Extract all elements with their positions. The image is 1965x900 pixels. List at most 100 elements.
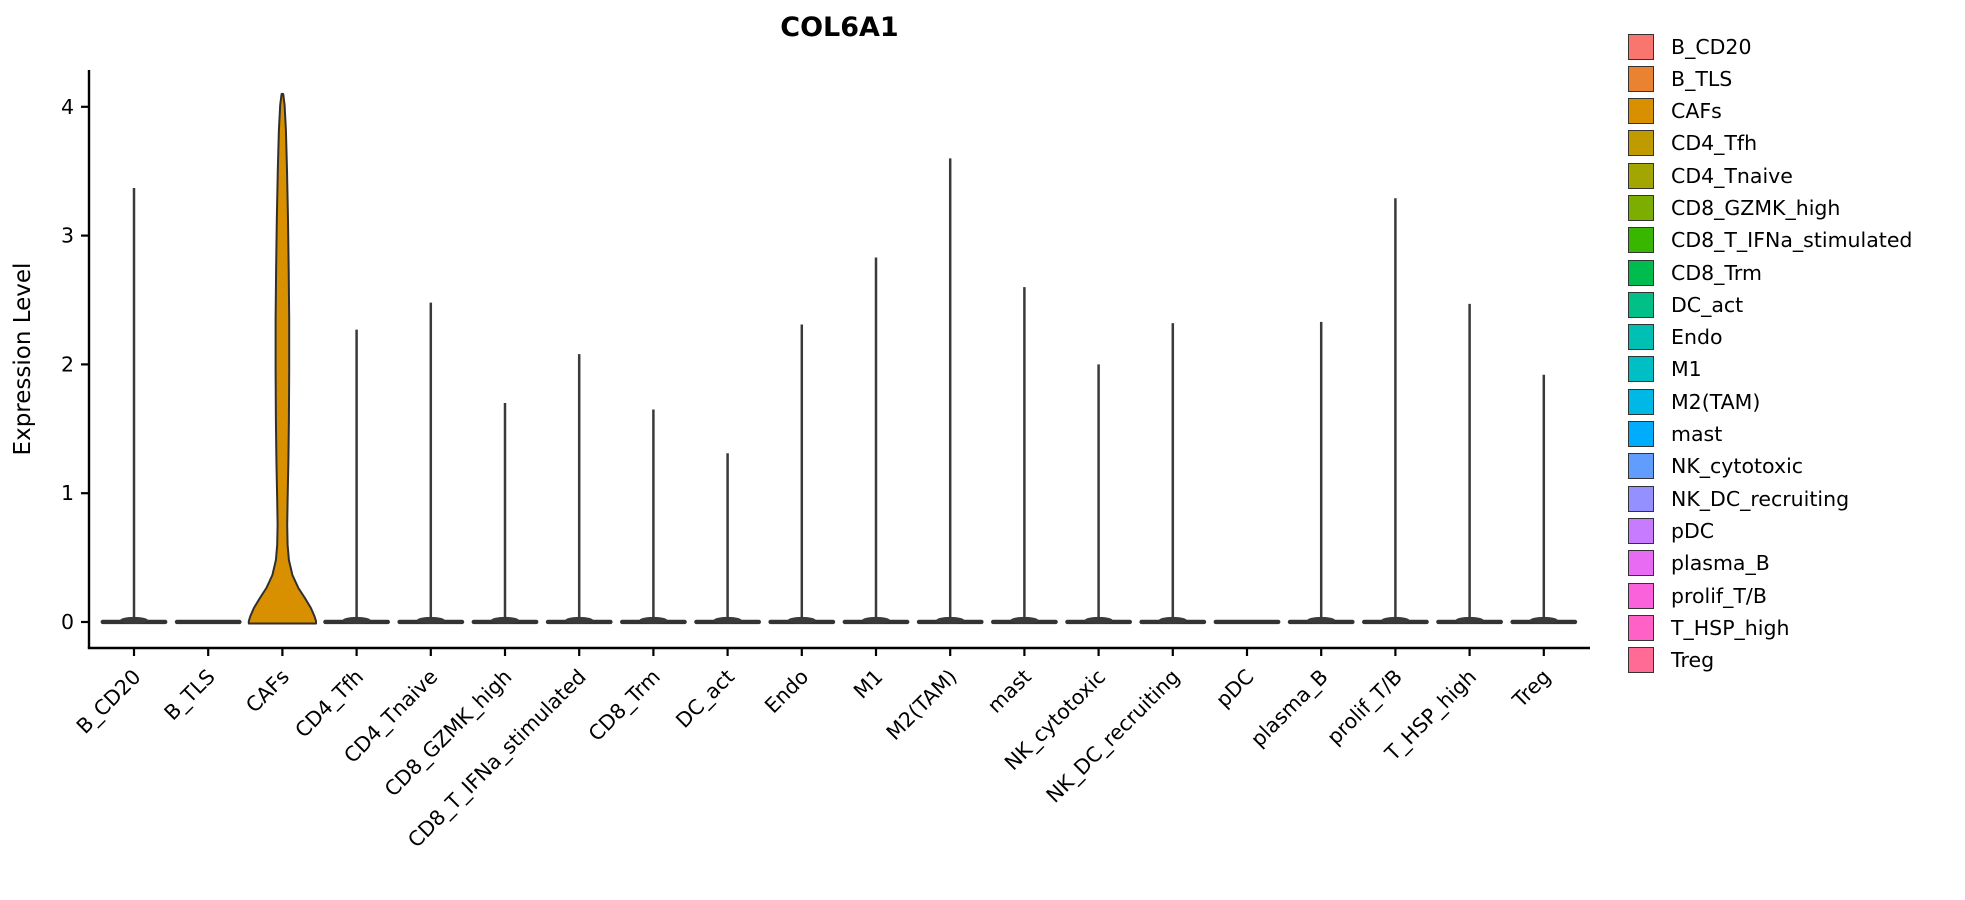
legend-item-cd4-tnaive: CD4_Tnaive [1628, 162, 1912, 189]
legend-swatch [1628, 517, 1654, 544]
y-tick-label: 4 [61, 95, 74, 119]
legend-label: pDC [1671, 518, 1715, 543]
legend-swatch [1628, 421, 1654, 448]
legend-item-nk-dc-recruiting: NK_DC_recruiting [1628, 485, 1912, 512]
x-tick-label: M2(TAM) [882, 665, 962, 745]
violin-cd8-t-ifna-stimulated: CD8_T_IFNa_stimulated [403, 354, 613, 853]
x-tick-label: CAFs [241, 665, 294, 718]
legend-item-pdc: pDC [1628, 517, 1912, 544]
violin-endo: Endo [760, 324, 836, 718]
legend-swatch [1628, 65, 1654, 92]
legend-item-endo: Endo [1628, 324, 1912, 351]
y-tick-label: 0 [61, 610, 74, 634]
legend-label: prolif_T/B [1671, 583, 1767, 608]
chart-title: COL6A1 [780, 12, 899, 43]
legend-swatch [1628, 582, 1654, 609]
legend-label: B_TLS [1671, 66, 1733, 91]
legend-swatch [1628, 194, 1654, 221]
violin-plasma-b: plasma_B [1246, 321, 1355, 753]
legend-swatch [1628, 485, 1654, 512]
x-tick-label: B_TLS [159, 665, 220, 726]
legend-label: DC_act [1671, 292, 1744, 317]
x-tick-label: NK_DC_recruiting [1041, 665, 1185, 809]
x-tick-label: plasma_B [1246, 665, 1334, 753]
legend-item-cd8-gzmk-high: CD8_GZMK_high [1628, 194, 1912, 221]
legend-swatch [1628, 388, 1654, 415]
legend-label: CD8_T_IFNa_stimulated [1671, 228, 1913, 253]
legend-swatch [1628, 130, 1654, 157]
legend-swatch [1628, 647, 1654, 674]
violin-nk-dc-recruiting: NK_DC_recruiting [1041, 323, 1207, 809]
x-tick-label: M1 [849, 665, 888, 704]
y-tick-label: 2 [61, 352, 74, 376]
legend-swatch [1628, 356, 1654, 383]
violin-treg: Treg [1507, 374, 1578, 713]
x-tick-label: Endo [760, 665, 813, 718]
violin-t-hsp-high: T_HSP_high [1380, 303, 1503, 767]
legend-label: Endo [1671, 325, 1723, 350]
y-tick-label: 3 [61, 224, 74, 248]
x-tick-label: pDC [1211, 665, 1258, 712]
y-tick-label: 1 [61, 481, 74, 505]
x-tick-label: B_CD20 [72, 665, 147, 740]
legend-swatch [1628, 291, 1654, 318]
legend-label: B_CD20 [1671, 34, 1752, 59]
legend-swatch [1628, 259, 1654, 286]
legend-label: CD8_GZMK_high [1671, 195, 1841, 220]
x-tick-label: CD8_GZMK_high [380, 665, 517, 802]
legend-item-treg: Treg [1628, 647, 1912, 674]
legend-item-prolif-t-b: prolif_T/B [1628, 582, 1912, 609]
violin-prolif-t-b: prolif_T/B [1322, 198, 1429, 750]
legend-swatch [1628, 227, 1654, 254]
legend-label: CAFs [1671, 99, 1722, 124]
violin-cd8-trm: CD8_Trm [584, 409, 687, 747]
violin-nk-cytotoxic: NK_cytotoxic [1000, 364, 1132, 776]
violin-pdc: pDC [1211, 619, 1281, 712]
legend-item-cd4-tfh: CD4_Tfh [1628, 130, 1912, 157]
legend-item-plasma-b: plasma_B [1628, 550, 1912, 577]
legend-label: NK_cytotoxic [1671, 454, 1804, 479]
violin-b-tls: B_TLS [159, 619, 242, 726]
legend-swatch [1628, 324, 1654, 351]
violin-b-cd20: B_CD20 [72, 187, 168, 740]
x-tick-label: CD8_Trm [584, 665, 666, 747]
legend-item-m2-tam-: M2(TAM) [1628, 388, 1912, 415]
legend-label: CD4_Tnaive [1671, 163, 1793, 188]
y-axis-title: Expression Level [10, 263, 36, 456]
x-tick-label: Treg [1507, 665, 1555, 713]
legend-item-b-cd20: B_CD20 [1628, 33, 1912, 60]
legend-label: NK_DC_recruiting [1671, 486, 1850, 511]
legend-label: CD8_Trm [1671, 260, 1762, 285]
legend-item-b-tls: B_TLS [1628, 65, 1912, 92]
violin-cd4-tnaive: CD4_Tnaive [339, 302, 465, 768]
legend-item-m1: M1 [1628, 356, 1912, 383]
violin-m2-tam-: M2(TAM) [882, 158, 984, 745]
violin-body [247, 92, 317, 625]
legend-swatch [1628, 453, 1654, 480]
legend-swatch [1628, 614, 1654, 641]
legend-item-dc-act: DC_act [1628, 291, 1912, 318]
legend-label: M1 [1671, 357, 1702, 382]
legend-label: M2(TAM) [1671, 389, 1761, 414]
x-tick-label: CD4_Tfh [290, 665, 369, 744]
legend-item-t-hsp-high: T_HSP_high [1628, 614, 1912, 641]
violin-cd4-tfh: CD4_Tfh [290, 329, 390, 744]
legend-swatch [1628, 162, 1654, 189]
legend-item-cafs: CAFs [1628, 98, 1912, 125]
legend-item-nk-cytotoxic: NK_cytotoxic [1628, 453, 1912, 480]
legend-label: Treg [1671, 648, 1715, 673]
legend-swatch [1628, 33, 1654, 60]
violin-dc-act: DC_act [671, 453, 761, 733]
legend-item-cd8-trm: CD8_Trm [1628, 259, 1912, 286]
violin-base-bar [174, 619, 242, 625]
legend-label: CD4_Tfh [1671, 131, 1758, 156]
legend-item-cd8-t-ifna-stimulated: CD8_T_IFNa_stimulated [1628, 227, 1912, 254]
violin-base-bar [1213, 619, 1281, 625]
legend-item-mast: mast [1628, 421, 1912, 448]
legend-label: plasma_B [1671, 551, 1770, 576]
legend-swatch [1628, 98, 1654, 125]
legend-label: T_HSP_high [1671, 615, 1790, 640]
legend: B_CD20 B_TLS CAFs CD4_Tfh CD4_Tnaive CD8_GZMK… [1628, 33, 1912, 679]
